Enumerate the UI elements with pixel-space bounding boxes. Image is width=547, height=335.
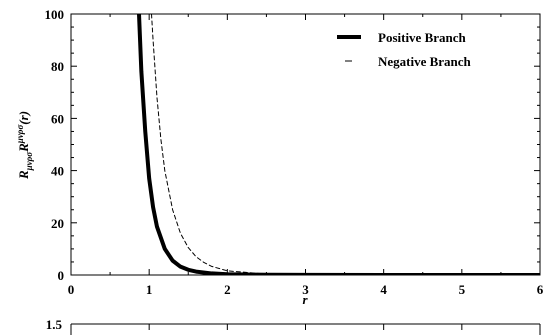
- bottom-y-tick-label: 1.5: [46, 317, 63, 332]
- y-axis-label: RμνρσRμνρσ(r): [15, 111, 34, 180]
- x-tick-label: 1: [146, 282, 153, 297]
- legend: Positive Branch Negative Branch: [337, 30, 472, 69]
- y-tick-label: 80: [51, 59, 64, 74]
- x-tick-label: 0: [68, 282, 75, 297]
- y-tick-label: 100: [45, 7, 65, 22]
- legend-label-negative-branch: Negative Branch: [378, 54, 472, 69]
- series-layer: [137, 14, 540, 275]
- series-line-negative-branch: [151, 14, 540, 275]
- y-tick-label: 60: [51, 111, 64, 126]
- x-axis-label: r: [302, 292, 308, 307]
- y-tick-label: 20: [51, 216, 64, 231]
- x-tick-labels: 0 1 2 3 4 5 6: [68, 282, 544, 297]
- x-tick-label: 3: [302, 282, 309, 297]
- y-tick-labels: 0 20 40 60 80 100: [45, 7, 65, 283]
- x-tick-label: 6: [537, 282, 544, 297]
- series-line-positive-branch: [137, 14, 540, 275]
- x-tick-label: 2: [224, 282, 231, 297]
- bottom-x-tick-marks: [70, 324, 541, 330]
- legend-label-positive-branch: Positive Branch: [378, 30, 467, 45]
- top-panel: 0 1 2 3 4 5 6 0 20 40 60 80 100 RμνρσRμνρσ(r) Posit…: [15, 7, 544, 297]
- y-tick-label: 0: [58, 268, 65, 283]
- y-tick-label: 40: [51, 164, 64, 179]
- x-tick-label: 4: [380, 282, 387, 297]
- bottom-panel: 1.5: [46, 317, 541, 335]
- x-tick-label: 5: [459, 282, 466, 297]
